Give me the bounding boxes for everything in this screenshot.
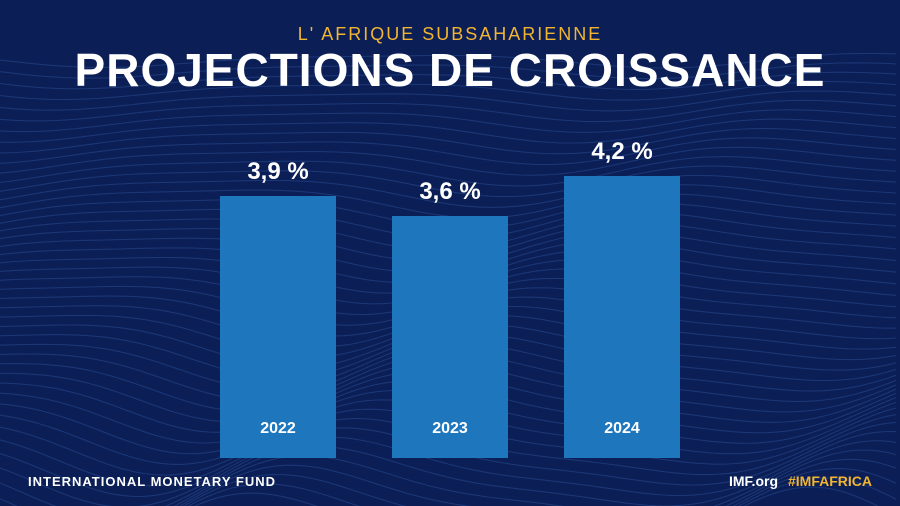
- bar-value-label: 3,9 %: [247, 158, 308, 186]
- bar-category-label: 2022: [220, 420, 336, 438]
- bar-group: 4,2 % 2024: [564, 138, 680, 458]
- bar: [564, 176, 680, 458]
- content-layer: L' AFRIQUE SUBSAHARIENNE PROJECTIONS DE …: [0, 0, 900, 506]
- footer-org: INTERNATIONAL MONETARY FUND: [28, 474, 276, 489]
- footer: INTERNATIONAL MONETARY FUND IMF.org #IMF…: [0, 466, 900, 506]
- bar-value-label: 4,2 %: [591, 138, 652, 166]
- bars-container: 3,9 % 2022 3,6 % 2023 4,2 % 2024: [180, 138, 720, 458]
- bar-group: 3,6 % 2023: [392, 178, 508, 458]
- bar-chart: 3,9 % 2022 3,6 % 2023 4,2 % 2024: [180, 93, 720, 506]
- bar-value-label: 3,6 %: [419, 178, 480, 206]
- footer-hashtag: #IMFAFRICA: [788, 473, 872, 489]
- bar-category-label: 2023: [392, 420, 508, 438]
- subtitle: L' AFRIQUE SUBSAHARIENNE: [0, 24, 900, 45]
- footer-right: IMF.org #IMFAFRICA: [729, 473, 872, 489]
- bar: [220, 196, 336, 458]
- page-title: PROJECTIONS DE CROISSANCE: [0, 47, 900, 93]
- bar-category-label: 2024: [564, 420, 680, 438]
- footer-link: IMF.org: [729, 473, 778, 489]
- infographic-canvas: L' AFRIQUE SUBSAHARIENNE PROJECTIONS DE …: [0, 0, 900, 506]
- bar-group: 3,9 % 2022: [220, 158, 336, 458]
